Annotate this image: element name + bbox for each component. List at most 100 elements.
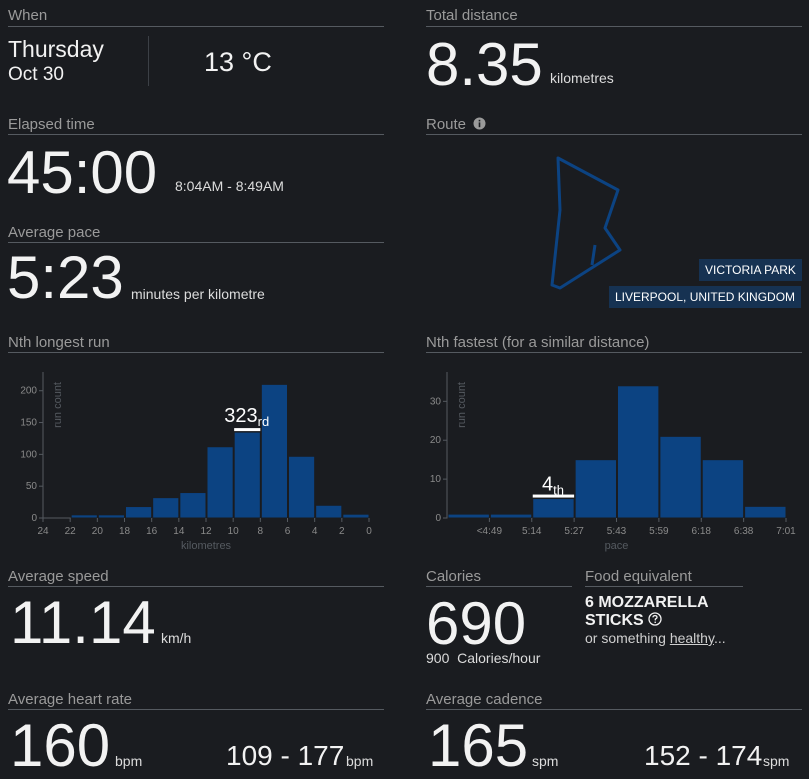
chart-bar — [574, 459, 617, 519]
x-tick-label: 6:38 — [734, 526, 754, 537]
x-tick-label: 10 — [228, 526, 240, 537]
x-tick-label: 5:14 — [522, 526, 542, 537]
food-alternative-prefix: or something — [585, 630, 670, 646]
y-tick-label: 0 — [435, 513, 441, 524]
elapsed-time-label: Elapsed time — [8, 116, 95, 133]
chart-bar — [179, 492, 207, 519]
average-pace-unit: minutes per kilometre — [131, 286, 265, 302]
x-tick-label: 20 — [92, 526, 104, 537]
heart-rate-label: Average heart rate — [8, 691, 132, 708]
food-equivalent-line2-text: STICKS — [585, 612, 644, 629]
x-tick-label: 22 — [65, 526, 77, 537]
calories-rate-unit: Calories/hour — [457, 650, 541, 666]
x-tick-label: 5:59 — [649, 526, 669, 537]
x-tick-label: 7:01 — [776, 526, 796, 537]
route-map — [550, 156, 622, 290]
chart-bar — [315, 504, 343, 519]
divider — [426, 586, 572, 587]
divider — [8, 26, 384, 27]
x-tick-label: 5:27 — [564, 526, 584, 537]
y-tick-label: 150 — [20, 418, 37, 429]
rank-marker — [532, 494, 575, 498]
cadence-label: Average cadence — [426, 691, 543, 708]
chart-bar — [233, 431, 261, 519]
total-distance-label: Total distance — [426, 7, 518, 24]
healthy-link[interactable]: healthy — [669, 630, 714, 646]
route-city-tag: LIVERPOOL, UNITED KINGDOM — [609, 286, 802, 308]
divider — [8, 242, 384, 243]
x-tick-label: 18 — [119, 526, 131, 537]
x-tick-label: 12 — [200, 526, 212, 537]
food-equivalent-label: Food equivalent — [585, 568, 692, 585]
chart-bar — [288, 455, 316, 519]
rank-marker — [234, 428, 261, 432]
chart-bar — [659, 435, 702, 519]
date: Oct 30 — [8, 64, 64, 85]
divider — [585, 586, 743, 587]
x-tick-label: 24 — [37, 526, 49, 537]
fastest-run-chart: 0 10 20 30 <4:49 5:14 5:27 5:43 5:59 6:18 6:38 7:01… — [430, 372, 796, 552]
route-label: Route — [426, 116, 486, 133]
chart-bar — [125, 506, 153, 519]
x-tick-label: 6:18 — [692, 526, 712, 537]
chart-bar — [532, 498, 575, 519]
route-place-tag: VICTORIA PARK — [699, 259, 802, 281]
divider — [8, 709, 384, 710]
calories-rate: 900 Calories/hour — [426, 650, 540, 666]
help-icon[interactable] — [648, 612, 662, 626]
cadence-range: 152 - 174 — [644, 740, 763, 771]
average-pace-value: 5:23 — [7, 244, 124, 311]
chart-bar — [206, 446, 234, 519]
divider — [426, 134, 802, 135]
chart-bar — [97, 514, 126, 519]
chart-bar — [342, 513, 370, 519]
food-alternative: or something healthy... — [585, 630, 726, 646]
calories-value: 690 — [426, 590, 527, 657]
route-path — [550, 156, 622, 290]
divider — [8, 134, 384, 135]
x-axis-label: pace — [605, 540, 629, 552]
x-tick-label: 0 — [366, 526, 372, 537]
average-speed-unit: km/h — [161, 630, 192, 646]
chart-bar — [152, 497, 180, 519]
x-tick-label: 4 — [312, 526, 318, 537]
cadence-range-unit: spm — [763, 753, 790, 769]
y-tick-label: 30 — [430, 396, 442, 407]
info-icon[interactable] — [473, 117, 486, 130]
route-label-text: Route — [426, 116, 467, 133]
chart-bar — [489, 513, 533, 519]
rank-suffix: rd — [258, 414, 270, 429]
food-equivalent: 6 MOZZARELLA STICKS — [585, 594, 709, 630]
chart-bar — [447, 513, 490, 519]
chart-bar — [70, 514, 98, 519]
rank-number: 4 — [542, 474, 553, 496]
divider — [148, 36, 149, 86]
heart-rate-unit: bpm — [115, 753, 143, 769]
x-tick-label: 14 — [173, 526, 185, 537]
divider — [426, 352, 802, 353]
total-distance-value: 8.35 — [426, 31, 543, 98]
rank-number: 323 — [224, 405, 257, 427]
x-axis-label: kilometres — [181, 540, 232, 552]
elapsed-time-value: 45:00 — [7, 139, 158, 206]
weekday: Thursday — [8, 36, 104, 62]
x-tick-label: 16 — [146, 526, 158, 537]
y-tick-label: 20 — [430, 435, 442, 446]
x-tick-label: 8 — [258, 526, 264, 537]
y-tick-label: 100 — [20, 449, 37, 460]
y-tick-label: 0 — [31, 513, 37, 524]
divider — [426, 709, 802, 710]
heart-rate-value: 160 — [10, 712, 111, 779]
average-pace-label: Average pace — [8, 224, 101, 241]
x-tick-label: 6 — [285, 526, 291, 537]
average-speed-value: 11.14 — [10, 589, 156, 656]
heart-rate-range-unit: bpm — [346, 753, 374, 769]
food-equivalent-line1: 6 MOZZARELLA — [585, 594, 709, 611]
fastest-run-label: Nth fastest (for a similar distance) — [426, 334, 650, 351]
chart-bar — [617, 385, 660, 519]
calories-label: Calories — [426, 568, 482, 585]
y-axis-label: run count — [456, 382, 468, 428]
chart-bar — [744, 505, 787, 519]
divider — [8, 352, 384, 353]
rank-annotation: 4th — [542, 474, 564, 498]
